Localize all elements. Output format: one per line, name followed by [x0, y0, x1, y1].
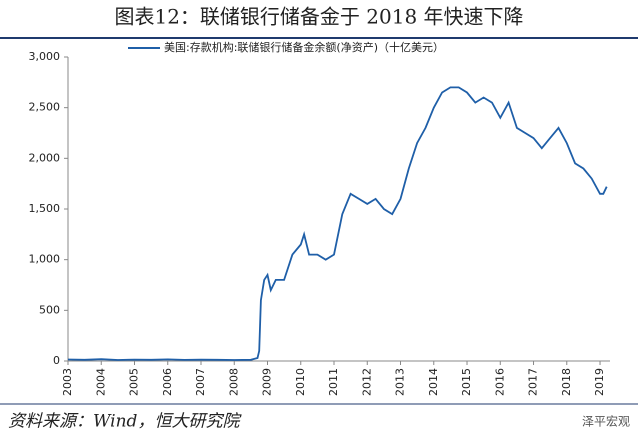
x-tick-label: 2011	[327, 368, 340, 396]
y-tick-label: 1,500	[29, 202, 61, 215]
x-tick-label: 2006	[161, 368, 174, 396]
x-tick-label: 2016	[493, 368, 506, 396]
x-tick-label: 2010	[294, 368, 307, 396]
x-tick-label: 2004	[94, 368, 107, 396]
legend-label: 美国:存款机构:联储银行储备金余额(净资产)（十亿美元）	[164, 40, 444, 54]
watermark: 泽平宏观	[582, 414, 630, 429]
y-tick-label: 2,000	[29, 151, 61, 164]
x-tick-label: 2019	[593, 368, 606, 396]
x-tick-label: 2015	[460, 368, 473, 396]
y-tick-label: 1,000	[29, 253, 61, 266]
x-tick-label: 2009	[261, 368, 274, 396]
y-tick-label: 500	[39, 303, 60, 316]
y-tick-label: 2,500	[29, 101, 61, 114]
x-tick-label: 2013	[394, 368, 407, 396]
series-line	[67, 86, 608, 361]
x-tick-label: 2018	[560, 368, 573, 396]
x-tick-label: 2008	[227, 368, 240, 396]
y-tick-label: 3,000	[29, 50, 61, 63]
x-tick-label: 2017	[527, 368, 540, 396]
y-tick-label: 0	[53, 354, 60, 367]
x-tick-label: 2005	[128, 368, 141, 396]
x-tick-label: 2012	[360, 368, 373, 396]
source: 资料来源：Wind，恒大研究院	[8, 412, 242, 432]
x-tick-label: 2014	[427, 368, 440, 396]
x-tick-label: 2003	[61, 368, 74, 396]
chart-title: 图表12：联储银行储备金于 2018 年快速下降	[114, 5, 523, 29]
x-tick-label: 2007	[194, 368, 207, 396]
